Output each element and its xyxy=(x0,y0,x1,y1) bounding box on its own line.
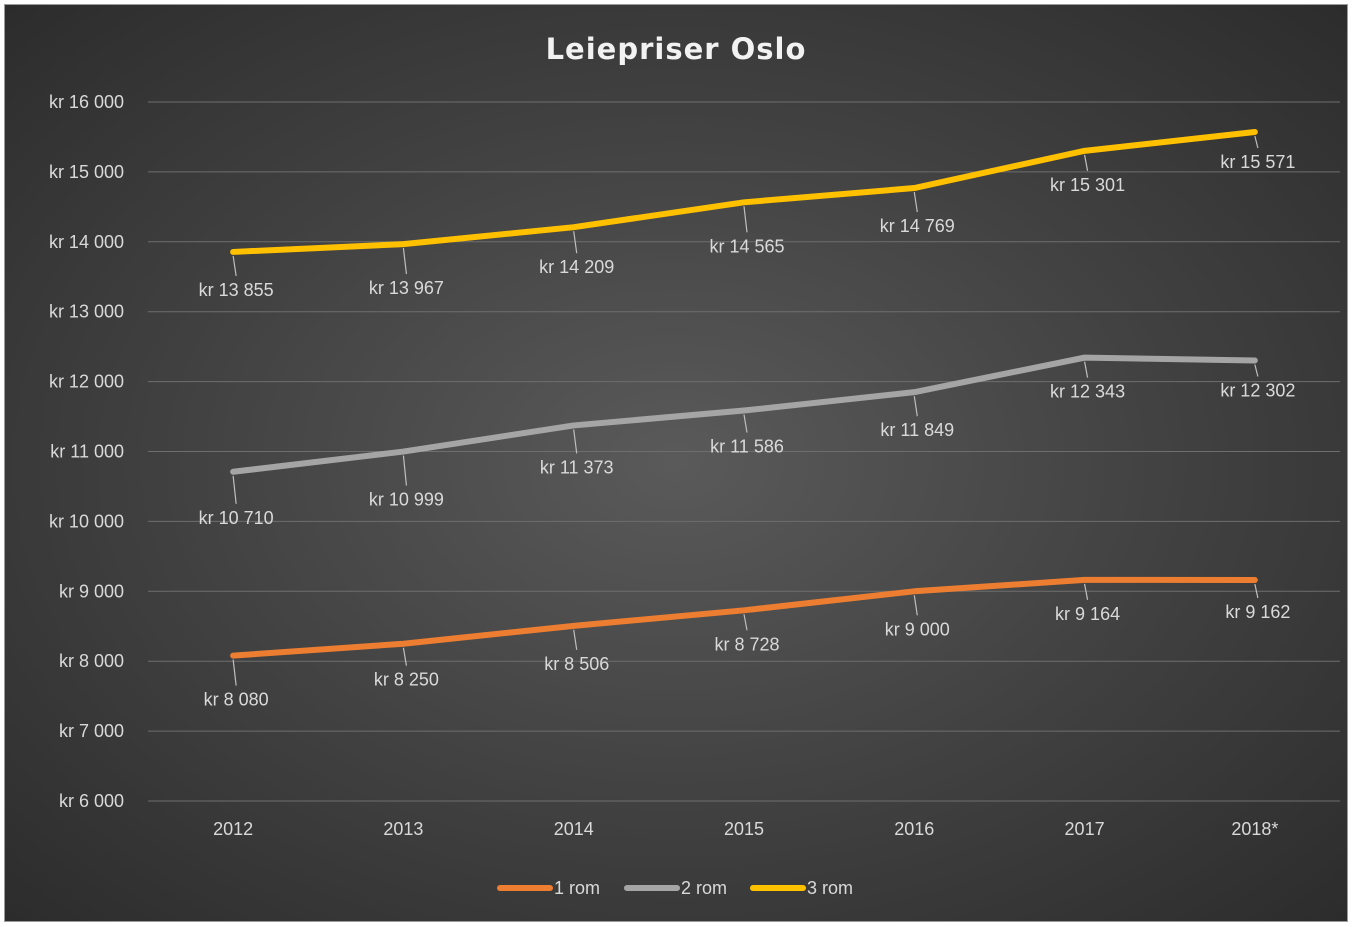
data-label: kr 9 164 xyxy=(1055,604,1120,624)
data-label: kr 12 343 xyxy=(1050,382,1125,402)
chart-title: Leiepriser Oslo xyxy=(546,32,807,66)
leader-line xyxy=(913,595,918,616)
x-tick-label: 2015 xyxy=(724,819,764,839)
series-line-2 xyxy=(230,354,1258,475)
leader-line xyxy=(402,647,408,666)
leader-line xyxy=(1254,364,1259,377)
series-line-1 xyxy=(230,576,1258,659)
data-label: kr 11 849 xyxy=(880,420,954,440)
leader-line xyxy=(743,414,748,433)
leader-line xyxy=(1254,135,1259,149)
x-tick-label: 2012 xyxy=(213,819,253,839)
x-tick-label: 2018* xyxy=(1231,819,1278,839)
leader-line xyxy=(1254,583,1259,599)
data-label: kr 15 571 xyxy=(1220,152,1295,172)
data-label: kr 13 855 xyxy=(199,280,274,300)
x-tick-label: 2016 xyxy=(894,819,934,839)
leader-line xyxy=(573,429,578,454)
data-label: kr 9 000 xyxy=(885,619,950,639)
y-tick-label: kr 11 000 xyxy=(50,442,124,462)
leader-line xyxy=(743,206,748,233)
data-label: kr 12 302 xyxy=(1220,380,1295,400)
y-tick-label: kr 14 000 xyxy=(49,232,124,252)
data-label: kr 10 999 xyxy=(369,490,444,510)
data-label: kr 13 967 xyxy=(369,278,444,298)
leader-line xyxy=(232,659,237,686)
gridlines xyxy=(148,101,1340,802)
x-tick-label: 2017 xyxy=(1065,819,1105,839)
leader-line xyxy=(402,455,408,486)
y-tick-label: kr 9 000 xyxy=(59,581,124,601)
leader-line xyxy=(913,191,918,213)
data-label: kr 14 769 xyxy=(880,216,955,236)
data-label: kr 15 301 xyxy=(1050,175,1125,195)
series-lines xyxy=(230,128,1258,659)
x-tick-label: 2013 xyxy=(383,819,423,839)
leader-line xyxy=(573,231,578,254)
data-label: kr 11 586 xyxy=(710,437,784,457)
data-label: kr 8 506 xyxy=(544,654,609,674)
y-tick-label: kr 6 000 xyxy=(59,791,124,811)
data-label: kr 8 728 xyxy=(714,634,779,654)
x-axis-ticks: 2012 2013 2014 2015 2016 2017 2018* xyxy=(213,819,1278,839)
data-label: kr 8 080 xyxy=(204,690,269,710)
y-tick-label: kr 15 000 xyxy=(49,162,124,182)
data-label: kr 11 373 xyxy=(540,457,614,477)
leader-line xyxy=(573,629,578,650)
leader-line xyxy=(1083,361,1089,378)
leader-line xyxy=(402,248,408,275)
y-tick-label: kr 10 000 xyxy=(49,511,124,531)
chart-area xyxy=(4,4,1348,922)
leader-line xyxy=(743,614,748,631)
y-tick-label: kr 12 000 xyxy=(49,372,124,392)
y-tick-label: kr 13 000 xyxy=(49,302,124,322)
data-label: kr 8 250 xyxy=(374,670,439,690)
y-tick-label: kr 16 000 xyxy=(49,92,124,112)
leader-line xyxy=(1083,154,1089,171)
leader-line xyxy=(232,255,237,277)
legend-label: 3 rom xyxy=(807,878,853,898)
y-tick-label: kr 7 000 xyxy=(59,721,124,741)
legend-label: 2 rom xyxy=(681,878,727,898)
data-label: kr 14 565 xyxy=(709,236,784,256)
y-axis-ticks: kr 16 000 kr 15 000 kr 14 000 kr 13 000 kr 1… xyxy=(49,92,124,811)
leader-line xyxy=(1083,583,1089,600)
legend-label: 1 rom xyxy=(554,878,600,898)
leader-line xyxy=(913,396,918,417)
y-tick-label: kr 8 000 xyxy=(59,651,124,671)
legend: 1 rom 2 rom 3 rom xyxy=(497,878,853,898)
data-label: kr 14 209 xyxy=(539,257,614,277)
series-line-3 xyxy=(230,128,1258,255)
data-labels: kr 8 080 kr 8 250 kr 8 506 kr 8 728 kr 9 000… xyxy=(199,135,1295,710)
data-label: kr 9 162 xyxy=(1225,602,1290,622)
x-tick-label: 2014 xyxy=(554,819,594,839)
leader-line xyxy=(232,475,237,504)
data-label: kr 10 710 xyxy=(199,508,274,528)
